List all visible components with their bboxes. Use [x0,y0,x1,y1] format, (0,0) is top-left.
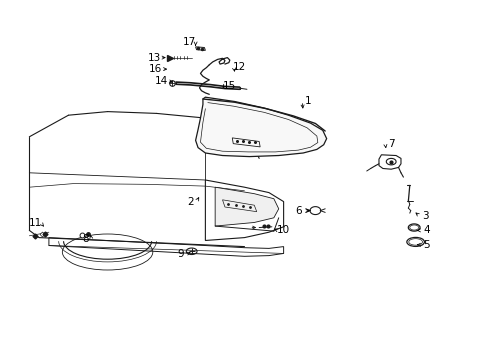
Text: 9: 9 [177,249,184,259]
Text: 5: 5 [422,240,429,250]
Text: 8: 8 [82,234,89,244]
Text: 15: 15 [223,81,236,91]
Text: 13: 13 [147,53,161,63]
Text: 14: 14 [154,76,168,86]
Polygon shape [215,187,278,226]
Text: 11: 11 [28,218,42,228]
Text: 3: 3 [421,211,428,221]
Text: 1: 1 [304,96,311,106]
Text: 17: 17 [183,37,196,48]
Text: 4: 4 [422,225,429,235]
Text: 2: 2 [187,197,194,207]
Text: 16: 16 [148,64,162,74]
Text: 6: 6 [294,206,301,216]
Text: 12: 12 [232,62,246,72]
Text: 10: 10 [277,225,289,235]
Polygon shape [195,97,326,157]
Text: 7: 7 [387,139,394,149]
